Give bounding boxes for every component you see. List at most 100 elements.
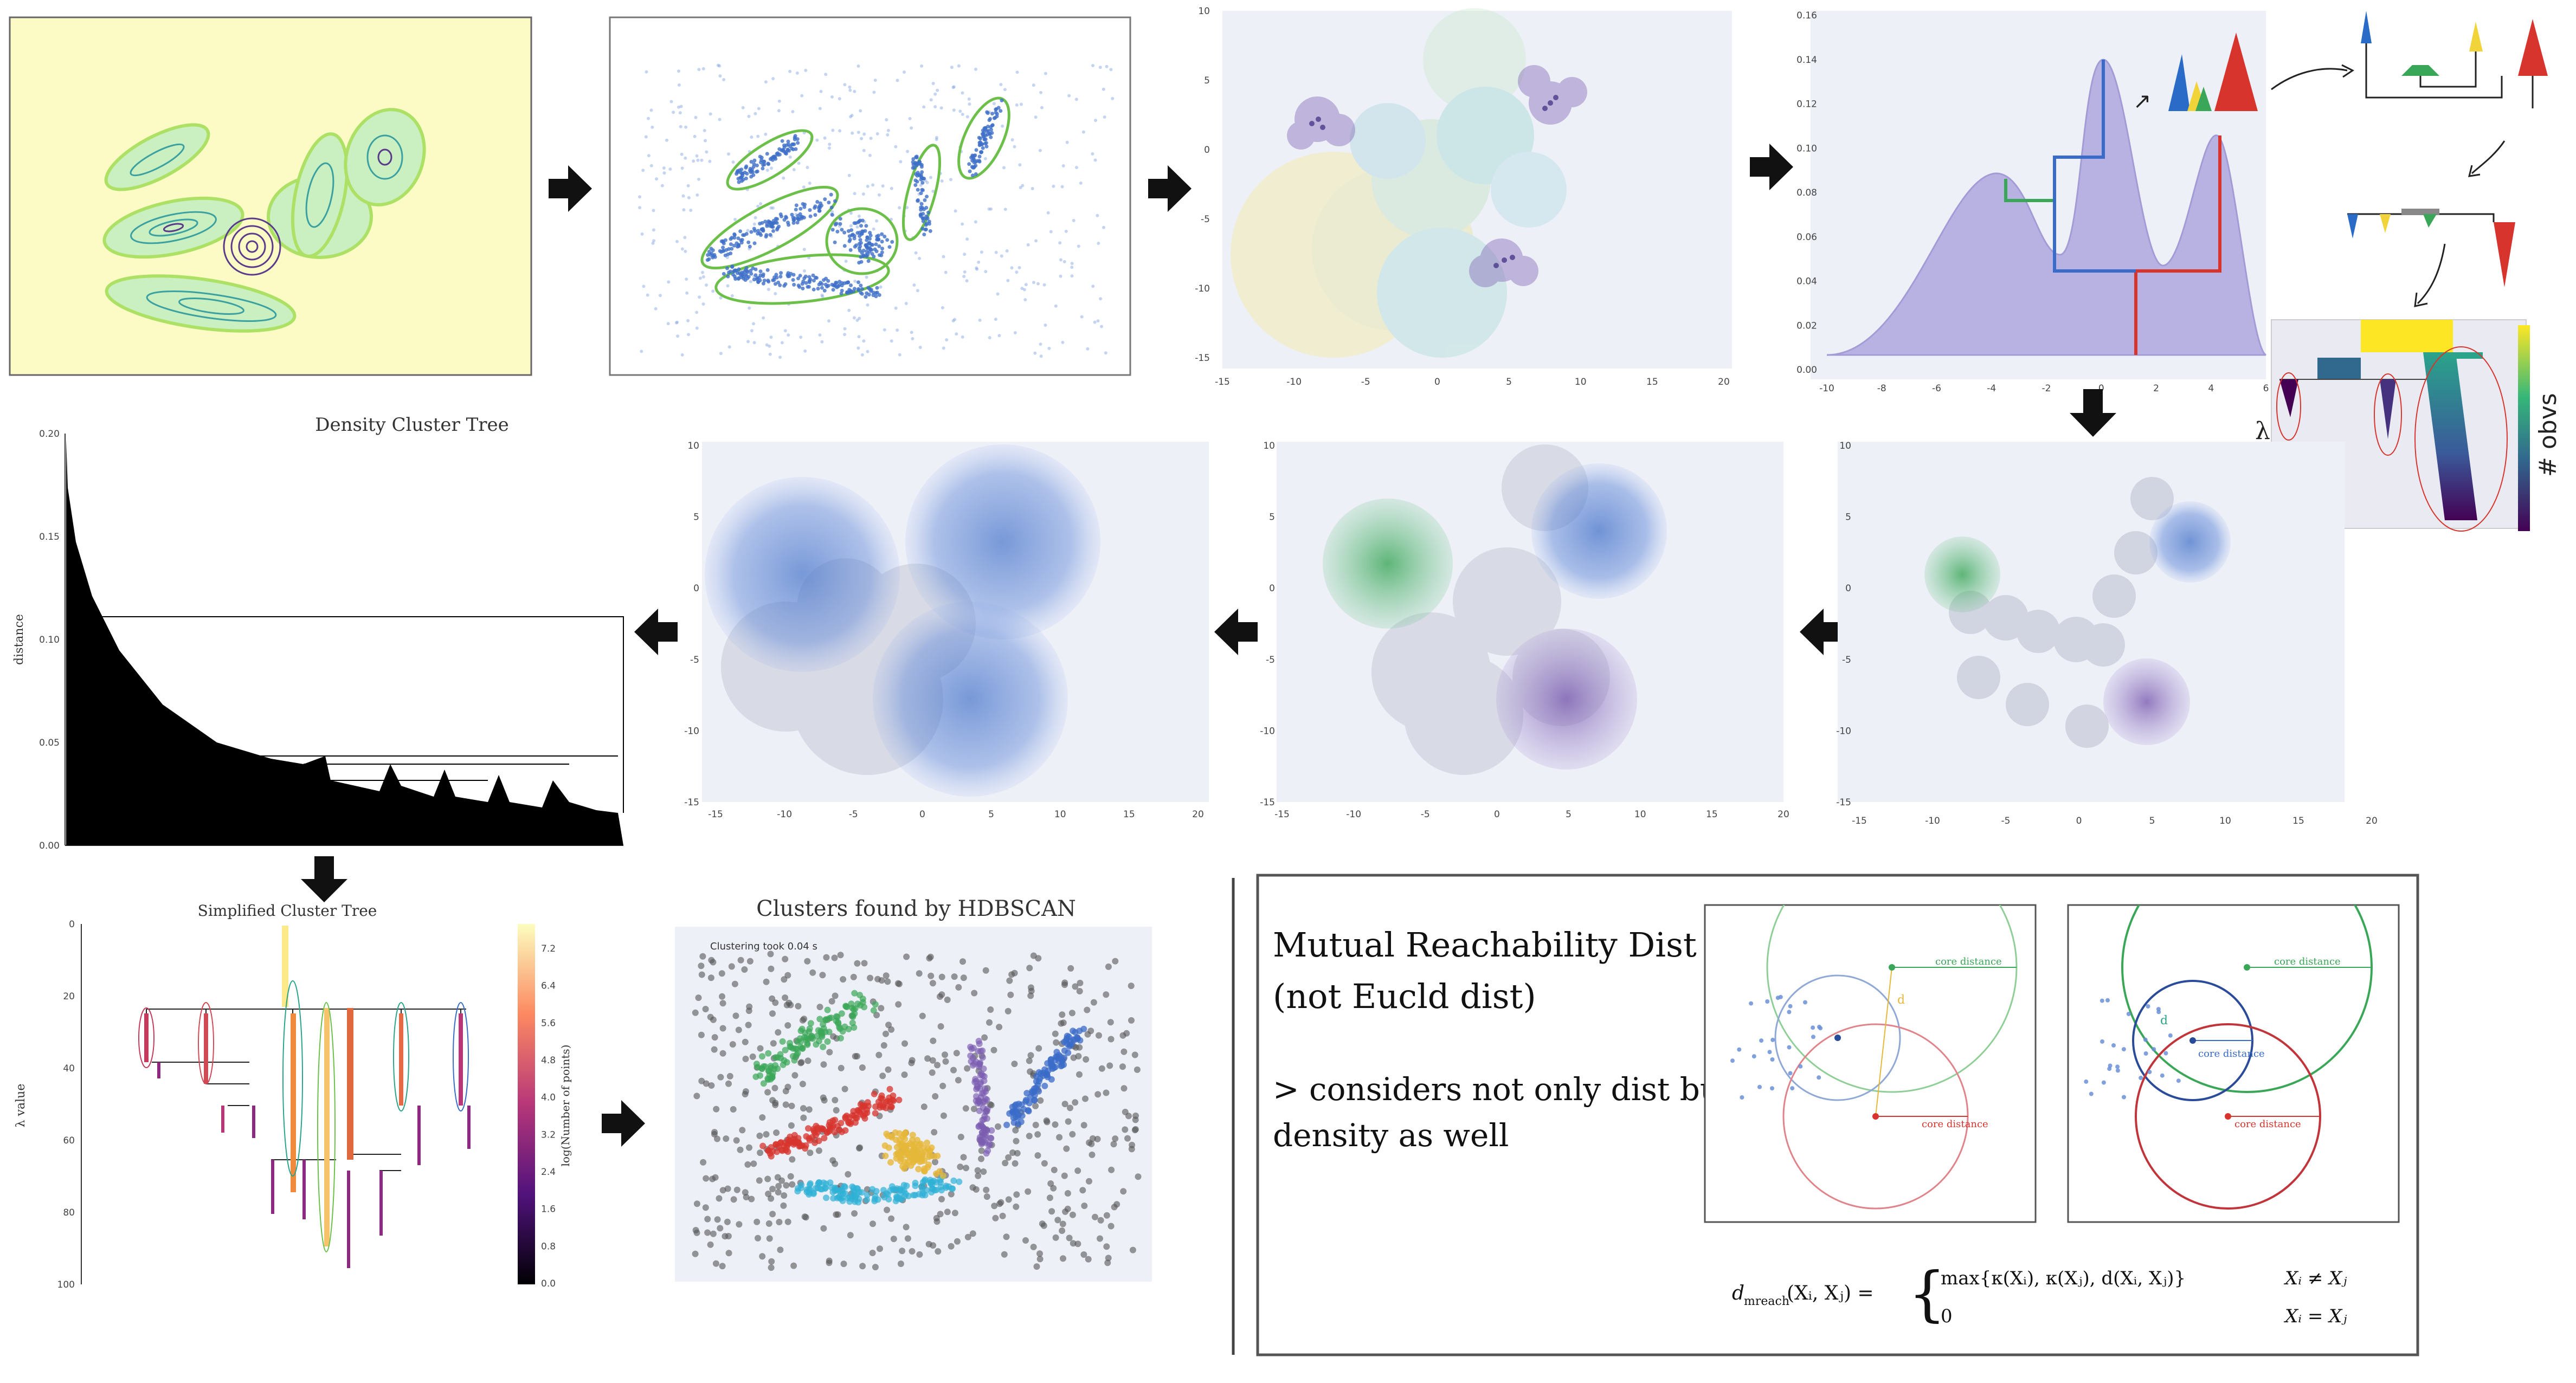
y-tick-label: 0.10 (39, 635, 60, 645)
y-tick-label: 0 (69, 919, 75, 930)
colorbar-tick-label: 7.2 (541, 943, 556, 954)
x-tick-label: -15 (1274, 809, 1290, 820)
density-contour-panel (9, 16, 532, 376)
y-tick-label: 10 (1263, 441, 1275, 451)
colorbar-tick-label: 2.4 (541, 1167, 556, 1178)
y-tick-label: 0.00 (1796, 365, 1817, 376)
small-circles-panel: -15 -10 -5 0 5 10 15 20 10 5 0 -5 -10 -15 (1836, 441, 2378, 826)
y-tick-label: -15 (1260, 797, 1275, 808)
distance-label: d (2160, 1014, 2168, 1027)
core-distance-label: core distance (1935, 956, 2002, 967)
arrow-left-icon (1800, 609, 1843, 655)
y-tick-label: 0.15 (39, 532, 60, 542)
y-tick-label: 10 (1198, 6, 1210, 17)
x-tick-label: 15 (2292, 816, 2304, 826)
x-tick-label: 2 (2153, 383, 2159, 394)
mreach-bullet-line2: density as well (1273, 1117, 1509, 1154)
y-tick-label: -10 (1260, 726, 1275, 736)
x-tick-label: -5 (2001, 816, 2011, 826)
y-tick-label: -5 (1201, 214, 1210, 225)
x-tick-label: 0 (2076, 816, 2082, 826)
x-tick-label: -4 (1987, 383, 1996, 394)
y-tick-label: 0.04 (1796, 276, 1817, 287)
x-tick-label: 0 (2098, 383, 2104, 394)
svg-text:↗: ↗ (2133, 89, 2152, 114)
x-tick-label: 10 (1575, 377, 1587, 387)
x-tick-label: 6 (2263, 383, 2269, 394)
x-tick-label: 20 (1192, 809, 1204, 820)
colorbar-tick-label: 5.6 (541, 1018, 556, 1029)
x-tick-label: 5 (1506, 377, 1512, 387)
x-tick-label: -10 (1925, 816, 1940, 826)
x-tick-label: -5 (1421, 809, 1430, 820)
y-tick-label: -5 (690, 655, 699, 665)
y-tick-label: 100 (57, 1279, 75, 1290)
arrow-left-icon (1214, 609, 1258, 655)
mreach-bullet-line1: > considers not only dist but (1273, 1071, 1733, 1108)
merged-clusters-panel: -15 -10 -5 0 5 10 15 20 10 5 0 -5 -10 -15 (684, 441, 1209, 820)
simplified-cluster-tree-panel: Simplified Cluster Tree (14, 902, 572, 1290)
x-tick-label: 5 (2149, 816, 2155, 826)
hdbscan-title: Clusters found by HDBSCAN (756, 896, 1076, 921)
x-tick-label: 0 (1434, 377, 1440, 387)
hdbscan-timing-note: Clustering took 0.04 s (710, 941, 817, 952)
cluster-points (752, 990, 1087, 1206)
x-tick-label: -8 (1877, 383, 1886, 394)
y-tick-label: 0.12 (1796, 99, 1817, 110)
x-tick-label: 5 (988, 809, 994, 820)
axis-ticks: -15 -10 -5 0 5 10 15 20 10 5 0 -5 -10 -15 (1260, 441, 1789, 820)
x-tick-label: -10 (1286, 377, 1302, 387)
x-tick-label: -6 (1932, 383, 1941, 394)
y-tick-label: 0.00 (39, 841, 60, 851)
y-tick-label: -15 (1836, 797, 1851, 808)
x-tick-label: -15 (1215, 377, 1230, 387)
y-tick-label: 5 (1269, 512, 1275, 523)
y-tick-label: 40 (63, 1063, 75, 1074)
mutual-reachability-box: Mutual Reachability Dist (not Eucld dist… (1256, 874, 2419, 1356)
y-tick-label: 10 (1839, 441, 1851, 451)
formula-case1: max{κ(Xᵢ), κ(Xⱼ), d(Xᵢ, Xⱼ)} (1941, 1268, 2186, 1289)
formula-subscript: mreach (1744, 1295, 1789, 1308)
peak-tree-sketch: ↗ (2133, 11, 2548, 307)
axis-ticks: 0.20 0.15 0.10 0.05 0.00 (39, 429, 60, 851)
density-cluster-tree-panel: Density Cluster Tree distance 0.200.150.… (12, 414, 624, 851)
core-distance-label: core distance (2274, 956, 2341, 967)
y-tick-label: -15 (684, 797, 699, 808)
x-tick-label: 20 (1778, 809, 1789, 820)
core-distance-label: core distance (2198, 1048, 2265, 1059)
arrow-left-icon (634, 609, 678, 655)
core-distance-circles-panel: -15 -10 -5 0 5 10 15 20 10 5 0 -5 -10 -15 (1195, 6, 1732, 387)
mreach-formula: d mreach (Xᵢ, Xⱼ) = { max{κ(Xᵢ), κ(Xⱼ), … (1732, 1259, 2347, 1328)
x-tick-label: -10 (1819, 383, 1834, 394)
y-tick-label: 60 (63, 1135, 75, 1146)
arrow-down-icon (301, 856, 347, 902)
x-tick-label: 20 (1718, 377, 1730, 387)
formula-args: (Xᵢ, Xⱼ) = (1787, 1282, 1874, 1304)
y-tick-label: 5 (693, 512, 699, 523)
scatter-outline-panel (609, 16, 1131, 376)
x-tick-label: -2 (2042, 383, 2051, 394)
core-distance-diagram-1: core distance core distance d (1704, 904, 2037, 1223)
x-tick-label: 10 (1054, 809, 1066, 820)
y-tick-label: 0.06 (1796, 232, 1817, 243)
y-tick-label: 0.10 (1796, 143, 1817, 154)
axis-ticks: -15 -10 -5 0 5 10 15 20 10 5 0 -5 -10 -15 (1195, 6, 1730, 387)
x-tick-label: -15 (1852, 816, 1867, 826)
axis-ticks: -15 -10 -5 0 5 10 15 20 10 5 0 -5 -10 -15 (684, 441, 1204, 820)
colored-clusters-panel: -15 -10 -5 0 5 10 15 20 10 5 0 -5 -10 -15 (1260, 441, 1789, 820)
arrow-right-icon (1148, 165, 1192, 212)
y-tick-label: 0.14 (1796, 55, 1817, 66)
x-tick-label: 0 (919, 809, 925, 820)
noise-points (638, 63, 1115, 359)
y-tick-label: -15 (1195, 353, 1210, 364)
y-tick-label: 0 (693, 583, 699, 594)
y-tick-label: 0.05 (39, 738, 60, 748)
arrow-down-icon (2070, 389, 2116, 437)
obvs-colorbar-label: # obvs (2534, 393, 2562, 477)
formula-case2: 0 (1941, 1306, 1953, 1327)
core-distance-label: core distance (2234, 1119, 2301, 1130)
x-tick-label: -5 (1361, 377, 1370, 387)
condensed-tree-inset: λ # obvs (2255, 319, 2562, 532)
y-tick-label: -10 (1836, 726, 1851, 736)
colorbar-label: log(Number of points) (559, 1045, 572, 1167)
